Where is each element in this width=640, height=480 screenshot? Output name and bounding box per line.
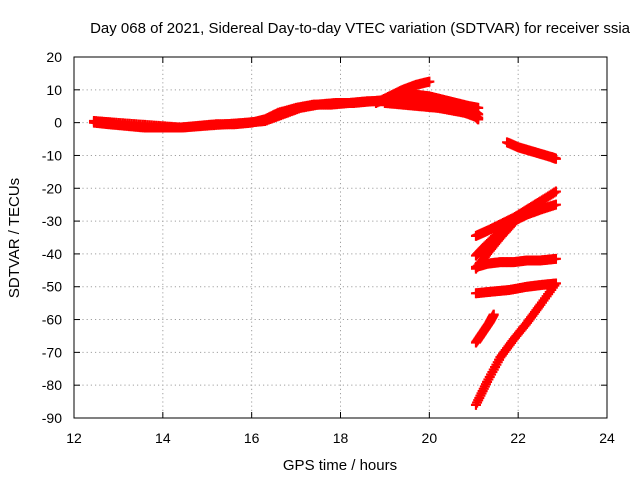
data-point [507, 219, 518, 230]
y-tick-label: 20 [46, 49, 62, 65]
axes-ticks: 12 14 16 18 20 22 24 20 10 0 -10 -20 -30 -40 -50 -60 -70… [42, 49, 615, 446]
x-tick-label: 14 [155, 430, 171, 446]
data-series [379, 97, 484, 125]
x-tick-label: 22 [510, 430, 526, 446]
data-series [470, 186, 561, 241]
data-point [550, 278, 561, 289]
data-series [88, 93, 430, 133]
y-tick-label: -40 [42, 246, 62, 262]
data-series [470, 309, 499, 348]
data-point [424, 76, 435, 87]
data-point [488, 309, 499, 320]
x-tick-label: 24 [599, 430, 615, 446]
x-tick-label: 18 [333, 430, 349, 446]
data-point [550, 253, 561, 264]
y-axis-label: SDTVAR / TECUs [6, 178, 23, 298]
y-tick-label: 10 [46, 82, 62, 98]
data-series [470, 253, 561, 273]
data-point [550, 186, 561, 197]
data-series [502, 137, 561, 164]
y-tick-label: -60 [42, 312, 62, 328]
data-series [470, 278, 561, 299]
y-tick-label: -70 [42, 344, 62, 360]
x-tick-label: 12 [66, 430, 82, 446]
chart-title: Day 068 of 2021, Sidereal Day-to-day VTE… [90, 20, 631, 37]
data-marks [88, 76, 561, 410]
x-tick-label: 20 [422, 430, 438, 446]
data-series [470, 278, 561, 410]
data-point [473, 114, 484, 125]
y-tick-label: -80 [42, 377, 62, 393]
y-tick-label: -50 [42, 279, 62, 295]
y-tick-label: -20 [42, 180, 62, 196]
y-tick-label: -10 [42, 147, 62, 163]
data-point [473, 102, 484, 113]
grid [74, 57, 607, 418]
data-point [549, 280, 560, 291]
data-point [550, 199, 561, 210]
x-tick-label: 16 [244, 430, 260, 446]
data-point [508, 217, 519, 228]
data-point [550, 153, 561, 164]
y-tick-label: -90 [42, 410, 62, 426]
y-tick-label: -30 [42, 213, 62, 229]
x-axis-label: GPS time / hours [283, 457, 397, 474]
y-tick-label: 0 [54, 115, 62, 131]
